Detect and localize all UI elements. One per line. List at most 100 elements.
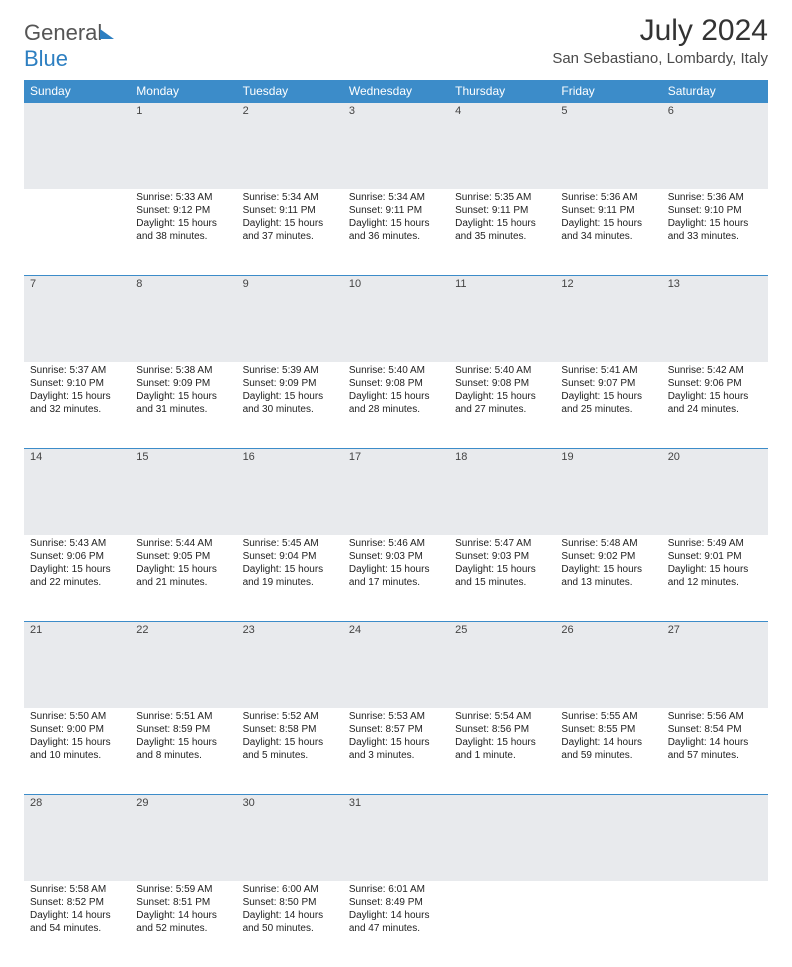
day-content: [662, 881, 768, 887]
day-content: Sunrise: 5:48 AMSunset: 9:02 PMDaylight:…: [555, 535, 661, 593]
daynum-cell: 11: [449, 276, 555, 363]
sunrise-line: Sunrise: 5:40 AM: [349, 364, 443, 377]
page-title-block: July 2024 San Sebastiano, Lombardy, Ital…: [552, 14, 768, 67]
sunrise-line: Sunrise: 5:43 AM: [30, 537, 124, 550]
day-number: 27: [662, 622, 768, 638]
weekday-header: Friday: [555, 80, 661, 103]
daylight-line: Daylight: 15 hours and 1 minute.: [455, 736, 549, 762]
sunrise-line: Sunrise: 5:55 AM: [561, 710, 655, 723]
sunrise-line: Sunrise: 5:49 AM: [668, 537, 762, 550]
day-number: 21: [24, 622, 130, 638]
day-cell: Sunrise: 5:47 AMSunset: 9:03 PMDaylight:…: [449, 535, 555, 622]
content-row: Sunrise: 5:50 AMSunset: 9:00 PMDaylight:…: [24, 708, 768, 795]
sunrise-line: Sunrise: 5:44 AM: [136, 537, 230, 550]
daynum-cell: 31: [343, 795, 449, 882]
sunrise-line: Sunrise: 5:37 AM: [30, 364, 124, 377]
daynum-row: 28293031: [24, 795, 768, 882]
daylight-line: Daylight: 15 hours and 25 minutes.: [561, 390, 655, 416]
day-cell: Sunrise: 5:54 AMSunset: 8:56 PMDaylight:…: [449, 708, 555, 795]
daylight-line: Daylight: 15 hours and 36 minutes.: [349, 217, 443, 243]
day-number: 23: [237, 622, 343, 638]
day-number: 26: [555, 622, 661, 638]
day-content: Sunrise: 5:50 AMSunset: 9:00 PMDaylight:…: [24, 708, 130, 766]
day-number: [555, 795, 661, 799]
sunrise-line: Sunrise: 5:42 AM: [668, 364, 762, 377]
daynum-cell: 14: [24, 449, 130, 536]
weekday-header: Wednesday: [343, 80, 449, 103]
day-cell: Sunrise: 6:00 AMSunset: 8:50 PMDaylight:…: [237, 881, 343, 967]
sunset-line: Sunset: 9:12 PM: [136, 204, 230, 217]
sunset-line: Sunset: 9:09 PM: [136, 377, 230, 390]
day-cell: Sunrise: 5:41 AMSunset: 9:07 PMDaylight:…: [555, 362, 661, 449]
sunset-line: Sunset: 9:11 PM: [455, 204, 549, 217]
day-cell: Sunrise: 5:50 AMSunset: 9:00 PMDaylight:…: [24, 708, 130, 795]
brand-logo: General Blue: [24, 20, 114, 72]
daylight-line: Daylight: 15 hours and 22 minutes.: [30, 563, 124, 589]
sunset-line: Sunset: 9:11 PM: [349, 204, 443, 217]
sunset-line: Sunset: 9:01 PM: [668, 550, 762, 563]
day-cell: Sunrise: 5:37 AMSunset: 9:10 PMDaylight:…: [24, 362, 130, 449]
sunset-line: Sunset: 9:06 PM: [668, 377, 762, 390]
daylight-line: Daylight: 15 hours and 21 minutes.: [136, 563, 230, 589]
daynum-cell: 18: [449, 449, 555, 536]
day-cell: Sunrise: 5:48 AMSunset: 9:02 PMDaylight:…: [555, 535, 661, 622]
sunrise-line: Sunrise: 5:35 AM: [455, 191, 549, 204]
day-content: Sunrise: 5:43 AMSunset: 9:06 PMDaylight:…: [24, 535, 130, 593]
sunset-line: Sunset: 8:58 PM: [243, 723, 337, 736]
calendar-page: General Blue July 2024 San Sebastiano, L…: [0, 0, 792, 612]
day-cell: Sunrise: 6:01 AMSunset: 8:49 PMDaylight:…: [343, 881, 449, 967]
content-row: Sunrise: 5:33 AMSunset: 9:12 PMDaylight:…: [24, 189, 768, 276]
day-cell: Sunrise: 5:36 AMSunset: 9:11 PMDaylight:…: [555, 189, 661, 276]
day-cell: Sunrise: 5:42 AMSunset: 9:06 PMDaylight:…: [662, 362, 768, 449]
sunset-line: Sunset: 9:04 PM: [243, 550, 337, 563]
calendar-table: Sunday Monday Tuesday Wednesday Thursday…: [24, 80, 768, 967]
content-row: Sunrise: 5:37 AMSunset: 9:10 PMDaylight:…: [24, 362, 768, 449]
day-content: [24, 189, 130, 195]
day-content: Sunrise: 5:47 AMSunset: 9:03 PMDaylight:…: [449, 535, 555, 593]
daylight-line: Daylight: 15 hours and 12 minutes.: [668, 563, 762, 589]
daynum-cell: 20: [662, 449, 768, 536]
sunrise-line: Sunrise: 5:34 AM: [243, 191, 337, 204]
sunrise-line: Sunrise: 5:51 AM: [136, 710, 230, 723]
day-number: [662, 795, 768, 799]
day-content: Sunrise: 6:01 AMSunset: 8:49 PMDaylight:…: [343, 881, 449, 939]
sunset-line: Sunset: 9:03 PM: [349, 550, 443, 563]
daynum-row: 78910111213: [24, 276, 768, 363]
day-cell: Sunrise: 5:49 AMSunset: 9:01 PMDaylight:…: [662, 535, 768, 622]
daynum-cell: 21: [24, 622, 130, 709]
day-number: 13: [662, 276, 768, 292]
day-cell: Sunrise: 5:34 AMSunset: 9:11 PMDaylight:…: [237, 189, 343, 276]
sunrise-line: Sunrise: 5:58 AM: [30, 883, 124, 896]
sunrise-line: Sunrise: 5:40 AM: [455, 364, 549, 377]
day-cell: Sunrise: 5:55 AMSunset: 8:55 PMDaylight:…: [555, 708, 661, 795]
day-cell: [662, 881, 768, 967]
day-number: 18: [449, 449, 555, 465]
daynum-cell: 9: [237, 276, 343, 363]
day-content: Sunrise: 5:36 AMSunset: 9:11 PMDaylight:…: [555, 189, 661, 247]
day-content: Sunrise: 5:39 AMSunset: 9:09 PMDaylight:…: [237, 362, 343, 420]
daynum-cell: [662, 795, 768, 882]
day-content: Sunrise: 5:44 AMSunset: 9:05 PMDaylight:…: [130, 535, 236, 593]
daynum-cell: 17: [343, 449, 449, 536]
day-number: 14: [24, 449, 130, 465]
daynum-cell: 26: [555, 622, 661, 709]
daylight-line: Daylight: 14 hours and 50 minutes.: [243, 909, 337, 935]
day-cell: Sunrise: 5:52 AMSunset: 8:58 PMDaylight:…: [237, 708, 343, 795]
day-content: Sunrise: 5:41 AMSunset: 9:07 PMDaylight:…: [555, 362, 661, 420]
day-content: Sunrise: 5:53 AMSunset: 8:57 PMDaylight:…: [343, 708, 449, 766]
day-content: Sunrise: 5:37 AMSunset: 9:10 PMDaylight:…: [24, 362, 130, 420]
day-content: Sunrise: 5:35 AMSunset: 9:11 PMDaylight:…: [449, 189, 555, 247]
day-content: Sunrise: 5:52 AMSunset: 8:58 PMDaylight:…: [237, 708, 343, 766]
day-number: 29: [130, 795, 236, 811]
day-number: [449, 795, 555, 799]
day-number: 19: [555, 449, 661, 465]
daylight-line: Daylight: 14 hours and 57 minutes.: [668, 736, 762, 762]
daylight-line: Daylight: 14 hours and 52 minutes.: [136, 909, 230, 935]
daylight-line: Daylight: 15 hours and 17 minutes.: [349, 563, 443, 589]
day-content: Sunrise: 5:42 AMSunset: 9:06 PMDaylight:…: [662, 362, 768, 420]
day-cell: [449, 881, 555, 967]
sunset-line: Sunset: 8:52 PM: [30, 896, 124, 909]
day-content: [449, 881, 555, 887]
location-subtitle: San Sebastiano, Lombardy, Italy: [552, 50, 768, 67]
sunrise-line: Sunrise: 5:36 AM: [561, 191, 655, 204]
